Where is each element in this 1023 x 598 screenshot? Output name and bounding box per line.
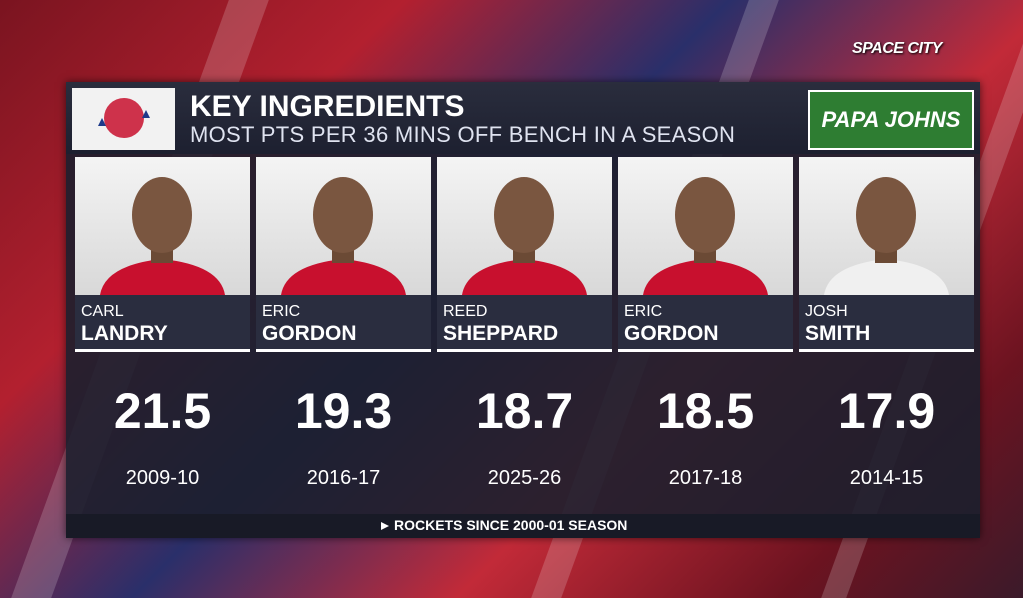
sponsor-logo: PAPA JOHNS — [808, 90, 974, 150]
player-last-name: LANDRY — [81, 322, 168, 345]
nameplate: REED SHEPPARD — [437, 295, 612, 352]
header: KEY INGREDIENTS MOST PTS PER 36 MINS OFF… — [66, 82, 980, 154]
player-card: ERIC GORDON — [618, 157, 793, 352]
subtitle: MOST PTS PER 36 MINS OFF BENCH IN A SEAS… — [190, 122, 736, 147]
player-photo — [799, 157, 974, 295]
player-last-name: GORDON — [624, 322, 719, 345]
nameplate: ERIC GORDON — [618, 295, 793, 352]
nameplate: CARL LANDRY — [75, 295, 250, 352]
stat-value: 19.3 — [294, 383, 393, 439]
player-first-name: JOSH — [805, 303, 848, 320]
title: KEY INGREDIENTS — [190, 90, 465, 123]
player-last-name: SMITH — [805, 322, 871, 345]
stat-value: 17.9 — [837, 383, 936, 439]
player-silhouette — [462, 177, 587, 295]
season: 2014-15 — [849, 467, 924, 489]
player-silhouette — [281, 177, 406, 295]
season: 2017-18 — [668, 467, 743, 489]
watermark: SPACE CITY — [852, 40, 942, 57]
player-card: REED SHEPPARD — [437, 157, 612, 352]
player-silhouette — [100, 177, 225, 295]
player-first-name: REED — [443, 303, 488, 320]
nameplate: JOSH SMITH — [799, 295, 974, 352]
graphic-panel: KEY INGREDIENTS MOST PTS PER 36 MINS OFF… — [66, 82, 980, 538]
stat-value: 18.5 — [656, 383, 755, 439]
player-card: ERIC GORDON — [256, 157, 431, 352]
player-photo — [75, 157, 250, 295]
logo-icon — [98, 98, 150, 138]
player-silhouette — [824, 177, 949, 295]
player-first-name: ERIC — [262, 303, 301, 320]
player-photo — [618, 157, 793, 295]
player-first-name: ERIC — [624, 303, 663, 320]
stat-value: 18.7 — [475, 383, 574, 439]
player-last-name: SHEPPARD — [443, 322, 559, 345]
player-photo — [256, 157, 431, 295]
footnote-arrow — [381, 522, 389, 530]
season: 2009-10 — [125, 467, 200, 489]
player-card: CARL LANDRY — [75, 157, 250, 352]
player-silhouette — [643, 177, 768, 295]
stat-value: 21.5 — [113, 383, 212, 439]
player-first-name: CARL — [81, 303, 124, 320]
player-card: JOSH SMITH — [799, 157, 974, 352]
nameplate: ERIC GORDON — [256, 295, 431, 352]
team-logo — [72, 88, 175, 150]
player-photo — [437, 157, 612, 295]
footnote: ROCKETS SINCE 2000-01 SEASON — [394, 517, 628, 533]
season: 2025-26 — [487, 467, 562, 489]
player-last-name: GORDON — [262, 322, 357, 345]
footer: ROCKETS SINCE 2000-01 SEASON — [66, 514, 980, 538]
season: 2016-17 — [306, 467, 381, 489]
